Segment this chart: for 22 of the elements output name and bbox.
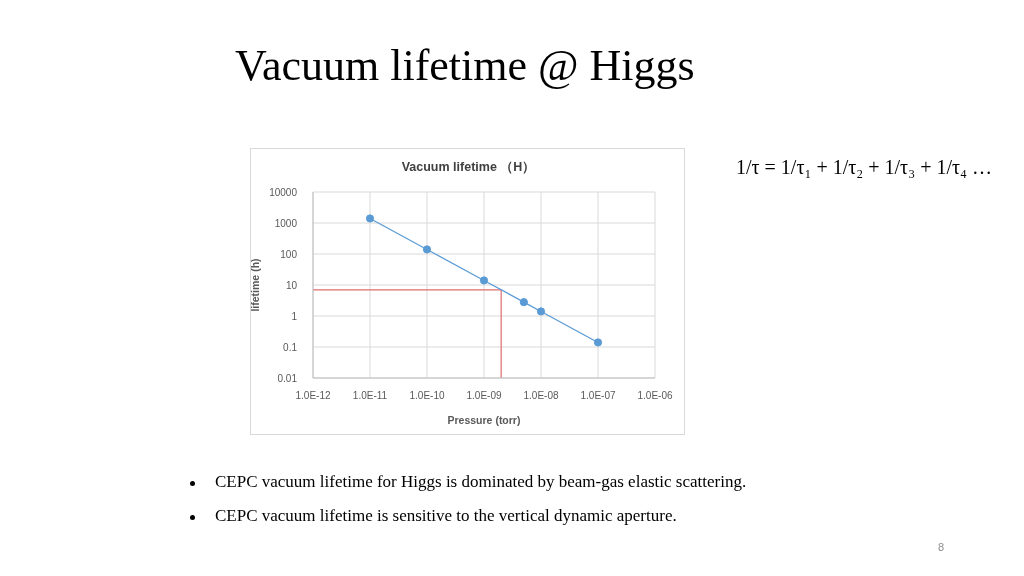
- y-tick-label: 1000: [274, 217, 298, 229]
- y-tick-label: 10000: [269, 186, 298, 198]
- text: 1/τ = 1/τ₁ + 1/τ₂ + 1/τ₃ + 1/τ₄ …: [736, 155, 992, 179]
- y-tick-label: 10: [285, 279, 298, 291]
- x-tick-label: 1.0E-09: [466, 390, 502, 402]
- text: 8: [938, 541, 945, 555]
- text: CEPC vacuum lifetime is sensitive to the vertical dynamic aperture.: [215, 506, 677, 527]
- y-tick-label: 1: [291, 310, 298, 322]
- x-tick-label: 1.0E-07: [580, 390, 616, 402]
- y-tick-label: 0.1: [283, 341, 298, 353]
- x-tick-label: 1.0E-06: [637, 390, 673, 402]
- x-tick-label: 1.0E-08: [523, 390, 559, 402]
- x-tick-label: 1.0E-12: [295, 390, 331, 402]
- x-axis-title: Pressure (torr): [447, 414, 521, 426]
- chart-subtitle: Vacuum lifetime （H）: [400, 159, 537, 176]
- y-tick-label: 100: [280, 248, 298, 260]
- x-tick-label: 1.0E-11: [352, 390, 388, 402]
- x-tick-label: 1.0E-10: [409, 390, 445, 402]
- chart-title: Vacuum lifetime @ Higgs: [235, 41, 695, 91]
- y-axis-title: lifetime (h): [248, 258, 261, 312]
- text: CEPC vacuum lifetime for Higgs is dominated by beam-gas elastic scattering.: [215, 472, 747, 493]
- y-tick-label: 0.01: [277, 372, 298, 384]
